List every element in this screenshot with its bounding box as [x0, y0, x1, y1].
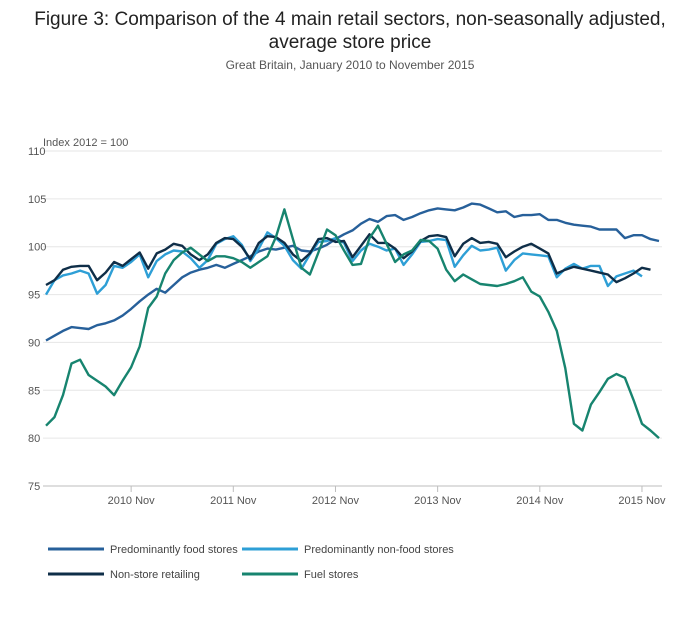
y-axis-tick-labels: 75 80 85 90 95 100 105 110	[28, 146, 46, 493]
x-tick-label: 2012 Nov	[312, 495, 360, 507]
chart-title-line-2: average store price	[268, 32, 432, 53]
chart-subtitle: Great Britain, January 2010 to November …	[225, 58, 475, 72]
series-lines	[44, 202, 660, 439]
legend-label: Fuel stores	[304, 569, 359, 581]
chart-title-line-1: Figure 3: Comparison of the 4 main retai…	[34, 9, 666, 30]
legend: Predominantly food stores Predominantly n…	[48, 544, 454, 581]
y-tick-label: 95	[28, 290, 40, 302]
series-line	[45, 208, 660, 439]
chart-title: Figure 3: Comparison of the 4 main retai…	[0, 8, 700, 54]
y-tick-label: 105	[28, 194, 46, 206]
series-line	[45, 233, 651, 287]
y-tick-label: 110	[28, 146, 46, 158]
y-axis-label: Index 2012 = 100	[43, 137, 128, 149]
y-tick-label: 85	[28, 385, 40, 397]
y-tick-label: 75	[28, 481, 40, 493]
x-tick-label: 2013 Nov	[414, 495, 462, 507]
x-tick-label: 2015 Nov	[618, 495, 666, 507]
legend-label: Predominantly food stores	[110, 544, 238, 556]
x-axis: 2010 Nov 2011 Nov 2012 Nov 2013 Nov 2014 Nov…	[108, 486, 666, 507]
x-tick-label: 2014 Nov	[516, 495, 564, 507]
legend-label: Predominantly non-food stores	[304, 544, 454, 556]
x-tick-label: 2010 Nov	[108, 495, 156, 507]
x-tick-label: 2011 Nov	[210, 495, 257, 507]
y-tick-label: 80	[28, 433, 40, 445]
y-tick-label: 90	[28, 337, 40, 349]
y-tick-label: 100	[28, 242, 46, 254]
legend-label: Non-store retailing	[110, 569, 200, 581]
gridlines	[43, 150, 662, 487]
series-line	[45, 202, 660, 342]
